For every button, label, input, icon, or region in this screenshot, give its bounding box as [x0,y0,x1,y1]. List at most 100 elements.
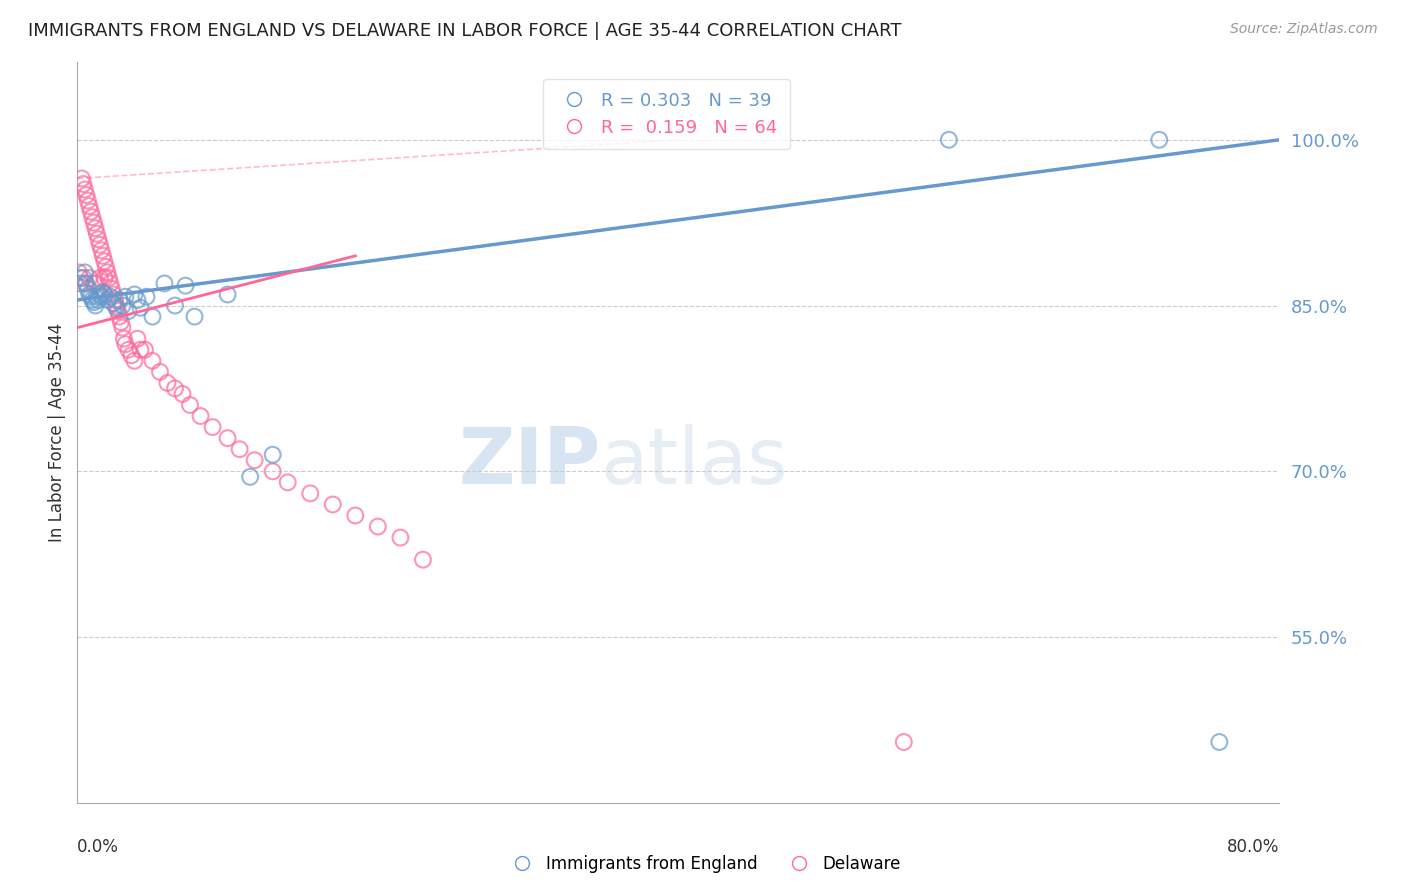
Point [84,299,107,313]
Point [82,293,104,307]
Point [87,293,110,307]
Point [83,277,105,291]
Point [179,398,201,412]
Point [127,293,149,307]
Point [134,343,156,357]
Point [103,296,125,310]
Point [67,265,90,279]
Point [938,133,960,147]
Point [83,295,105,310]
Point [262,448,284,462]
Point [129,343,152,357]
Text: IMMIGRANTS FROM ENGLAND VS DELAWARE IN LABOR FORCE | AGE 35-44 CORRELATION CHART: IMMIGRANTS FROM ENGLAND VS DELAWARE IN L… [28,22,901,40]
Point [90,244,112,258]
Point [103,287,125,301]
Point [163,299,186,313]
Point [149,365,172,379]
Point [87,232,110,246]
Point [217,287,239,301]
Point [84,221,107,235]
Point [124,287,146,301]
Point [172,387,194,401]
Point [141,310,163,324]
Point [344,508,367,523]
Point [86,227,108,241]
Point [75,188,97,202]
Point [76,282,98,296]
Point [80,290,103,304]
Point [89,237,111,252]
Point [73,265,96,279]
Point [129,301,152,315]
Point [114,337,136,351]
Point [90,290,112,304]
Point [86,277,108,291]
Point [72,177,94,191]
Point [190,409,212,423]
Point [76,194,98,208]
Point [108,310,131,324]
Point [112,332,135,346]
Point [156,376,179,390]
Point [153,277,176,291]
Point [69,271,91,285]
Point [163,381,186,395]
Point [389,531,412,545]
Point [120,348,142,362]
Point [367,519,389,533]
Point [73,182,96,196]
Point [83,216,105,230]
Point [117,304,139,318]
Point [89,271,111,285]
Point [217,431,239,445]
Point [117,343,139,357]
Point [79,287,101,301]
Point [101,282,124,296]
Point [75,277,97,291]
Point [114,290,136,304]
Text: atlas: atlas [600,425,787,500]
Point [228,442,250,457]
Point [82,210,104,224]
Point [70,171,93,186]
Point [412,552,434,566]
Point [111,320,134,334]
Point [80,204,103,219]
Point [69,277,91,291]
Point [72,271,94,285]
Point [141,353,163,368]
Legend: Immigrants from England, Delaware: Immigrants from England, Delaware [499,848,907,880]
Point [124,353,146,368]
Point [97,271,120,285]
Text: Source: ZipAtlas.com: Source: ZipAtlas.com [1230,22,1378,37]
Point [1149,133,1171,147]
Point [111,299,134,313]
Point [93,287,115,301]
Point [73,277,96,291]
Text: ZIP: ZIP [458,425,600,500]
Point [96,293,118,307]
Point [243,453,266,467]
Point [96,265,118,279]
Point [174,278,197,293]
Point [91,249,114,263]
Point [104,293,127,307]
Point [322,498,344,512]
Point [91,285,114,300]
Point [127,332,149,346]
Point [93,254,115,268]
Point [262,464,284,478]
Point [299,486,322,500]
Point [93,271,115,285]
Text: 80.0%: 80.0% [1227,838,1279,856]
Point [100,277,122,291]
Legend: R = 0.303   N = 39, R =  0.159   N = 64: R = 0.303 N = 39, R = 0.159 N = 64 [543,78,790,149]
Point [135,290,157,304]
Point [107,304,129,318]
Point [105,301,128,315]
Point [239,470,262,484]
Point [94,260,117,274]
Point [1208,735,1230,749]
Point [108,293,131,307]
Text: 0.0%: 0.0% [77,838,120,856]
